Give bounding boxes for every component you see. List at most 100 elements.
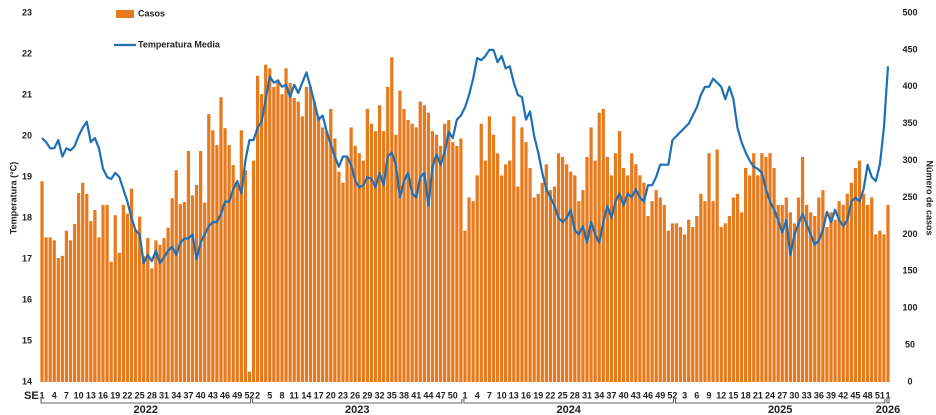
bar (768, 153, 772, 382)
bar (552, 186, 557, 382)
y2-tick-label: 100 (902, 303, 917, 313)
bar (540, 182, 544, 382)
bar (784, 197, 788, 382)
y-tick-label: 23 (22, 7, 32, 17)
bar (756, 175, 760, 382)
y2-tick-label: 150 (902, 266, 917, 276)
bar (670, 223, 675, 382)
bar (857, 160, 862, 382)
bar (703, 201, 707, 382)
bar (215, 145, 219, 382)
bar (377, 105, 382, 382)
bar (780, 204, 784, 382)
bar (861, 193, 866, 382)
x-tick-label: 6 (694, 390, 699, 400)
bar (146, 238, 150, 382)
y2-tick-label: 200 (902, 229, 917, 239)
year-label: 2025 (768, 404, 792, 415)
legend-label: Casos (138, 8, 165, 18)
bar (825, 227, 829, 382)
y-tick-label: 19 (22, 171, 32, 181)
x-tick-label: 4 (475, 390, 480, 400)
year-label: 2024 (556, 404, 581, 415)
bar (617, 131, 622, 382)
bar (711, 201, 715, 382)
bar (333, 138, 337, 382)
bar (288, 83, 292, 383)
bar (81, 182, 85, 382)
bar (764, 156, 768, 382)
bar (260, 94, 264, 383)
bar (166, 227, 170, 382)
bar (585, 156, 589, 382)
x-tick-label: 44 (423, 390, 433, 400)
x-tick-label: 11 (289, 390, 299, 400)
bar (406, 120, 410, 382)
bar (577, 201, 581, 382)
bar (731, 197, 736, 382)
x-tick-label: 5 (267, 390, 272, 400)
bar (699, 193, 703, 382)
group-bracket (40, 399, 251, 404)
x-tick-label: 3 (682, 390, 687, 400)
bar (430, 131, 435, 382)
x-tick-label: 8 (279, 390, 284, 400)
bar (85, 193, 89, 382)
bar (231, 165, 235, 382)
bar (97, 237, 101, 382)
bar (463, 230, 467, 382)
bar (788, 212, 792, 382)
x-tick-label: 37 (606, 390, 616, 400)
legend-label: Temperatura Media (138, 39, 221, 49)
bar (207, 114, 211, 382)
bar (304, 86, 309, 383)
bar (874, 234, 878, 382)
bar (536, 193, 540, 382)
x-tick-label: 43 (208, 390, 218, 400)
bar (443, 123, 447, 382)
bar (312, 101, 317, 382)
bar (60, 255, 64, 382)
x-tick-label: 17 (314, 390, 324, 400)
bar (68, 240, 73, 382)
bar (573, 175, 577, 382)
bar (316, 116, 321, 382)
bar (251, 160, 256, 382)
bar (866, 204, 870, 382)
bar (715, 149, 719, 382)
bar (569, 171, 573, 382)
bar (292, 97, 296, 383)
x-tick-label: 37 (183, 390, 193, 400)
bar (601, 108, 605, 382)
bar (687, 219, 691, 382)
bar (528, 167, 532, 382)
bar (113, 215, 117, 382)
bar (308, 86, 313, 383)
bar (268, 68, 272, 382)
bar (792, 223, 797, 382)
bar (280, 94, 284, 383)
bar (678, 227, 683, 382)
x-tick-label: 14 (301, 390, 311, 400)
x-tick-label: 34 (171, 390, 181, 400)
group-bracket (675, 399, 886, 404)
bar (634, 164, 638, 382)
x-tick-label: 36 (814, 390, 824, 400)
bar (56, 258, 60, 382)
bar (117, 252, 121, 382)
bar (532, 197, 536, 382)
bar (434, 134, 439, 382)
bar (426, 112, 431, 382)
bar (190, 195, 195, 382)
bar (178, 204, 182, 382)
bar (72, 224, 77, 382)
bar (345, 156, 349, 382)
bar (353, 145, 357, 382)
bar (154, 240, 158, 382)
bar (64, 230, 69, 382)
bar (398, 90, 402, 383)
x-tick-label: 29 (362, 390, 372, 400)
bar (748, 175, 752, 382)
bar (833, 219, 837, 382)
bar (414, 127, 418, 382)
